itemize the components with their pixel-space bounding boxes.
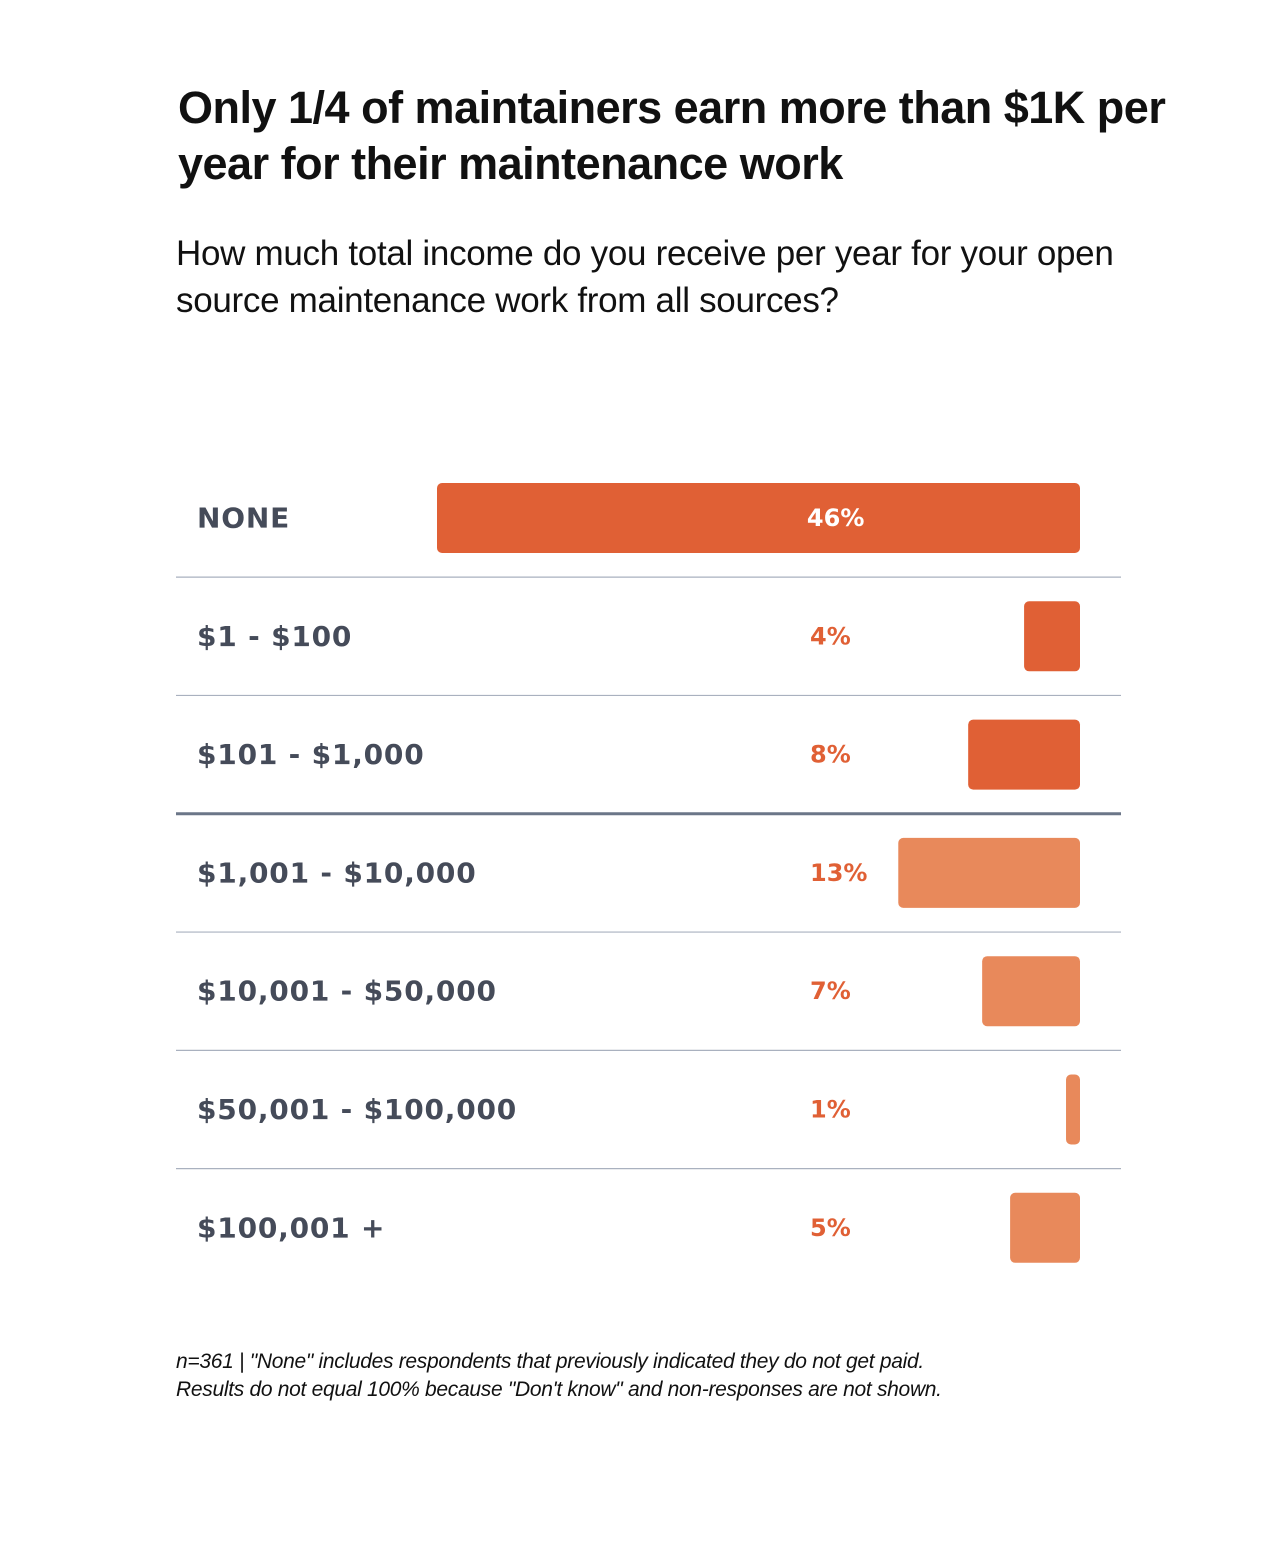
- bar-none: [437, 483, 1080, 553]
- chart-title: Only 1/4 of maintainers earn more than $…: [178, 82, 1166, 189]
- bar-100-001: [1010, 1192, 1080, 1263]
- bar-50-001-100-000: [1066, 1074, 1080, 1145]
- bar-1-100: [1024, 601, 1080, 672]
- footnote-line-1: n=361 | "None" includes respondents that…: [176, 1350, 924, 1373]
- bar-1-001-10-000: [898, 837, 1080, 908]
- category-label-100-001: $100,001 +: [197, 1211, 385, 1244]
- value-label-100-001: 5%: [810, 1214, 851, 1242]
- category-label-50-001-100-000: $50,001 - $100,000: [197, 1093, 517, 1126]
- footnote: n=361 | "None" includes respondents that…: [176, 1348, 1176, 1404]
- value-label-50-001-100-000: 1%: [810, 1096, 851, 1124]
- chart-subtitle: How much total income do you receive per…: [176, 234, 1114, 320]
- category-label-1-001-10-000: $1,001 - $10,000: [197, 856, 477, 889]
- category-label-101-1-000: $101 - $1,000: [197, 738, 425, 771]
- bar-101-1-000: [968, 719, 1080, 790]
- value-label-101-1-000: 8%: [810, 741, 851, 769]
- category-label-1-100: $1 - $100: [197, 620, 352, 653]
- category-label-none: NONE: [197, 502, 290, 535]
- value-label-1-001-10-000: 13%: [810, 859, 867, 887]
- value-label-1-100: 4%: [810, 622, 851, 650]
- bar-10-001-50-000: [982, 956, 1080, 1027]
- category-label-10-001-50-000: $10,001 - $50,000: [197, 975, 497, 1008]
- value-label-10-001-50-000: 7%: [810, 977, 851, 1005]
- footnote-line-2: Results do not equal 100% because "Don't…: [176, 1378, 942, 1401]
- value-label-none: 46%: [807, 504, 864, 532]
